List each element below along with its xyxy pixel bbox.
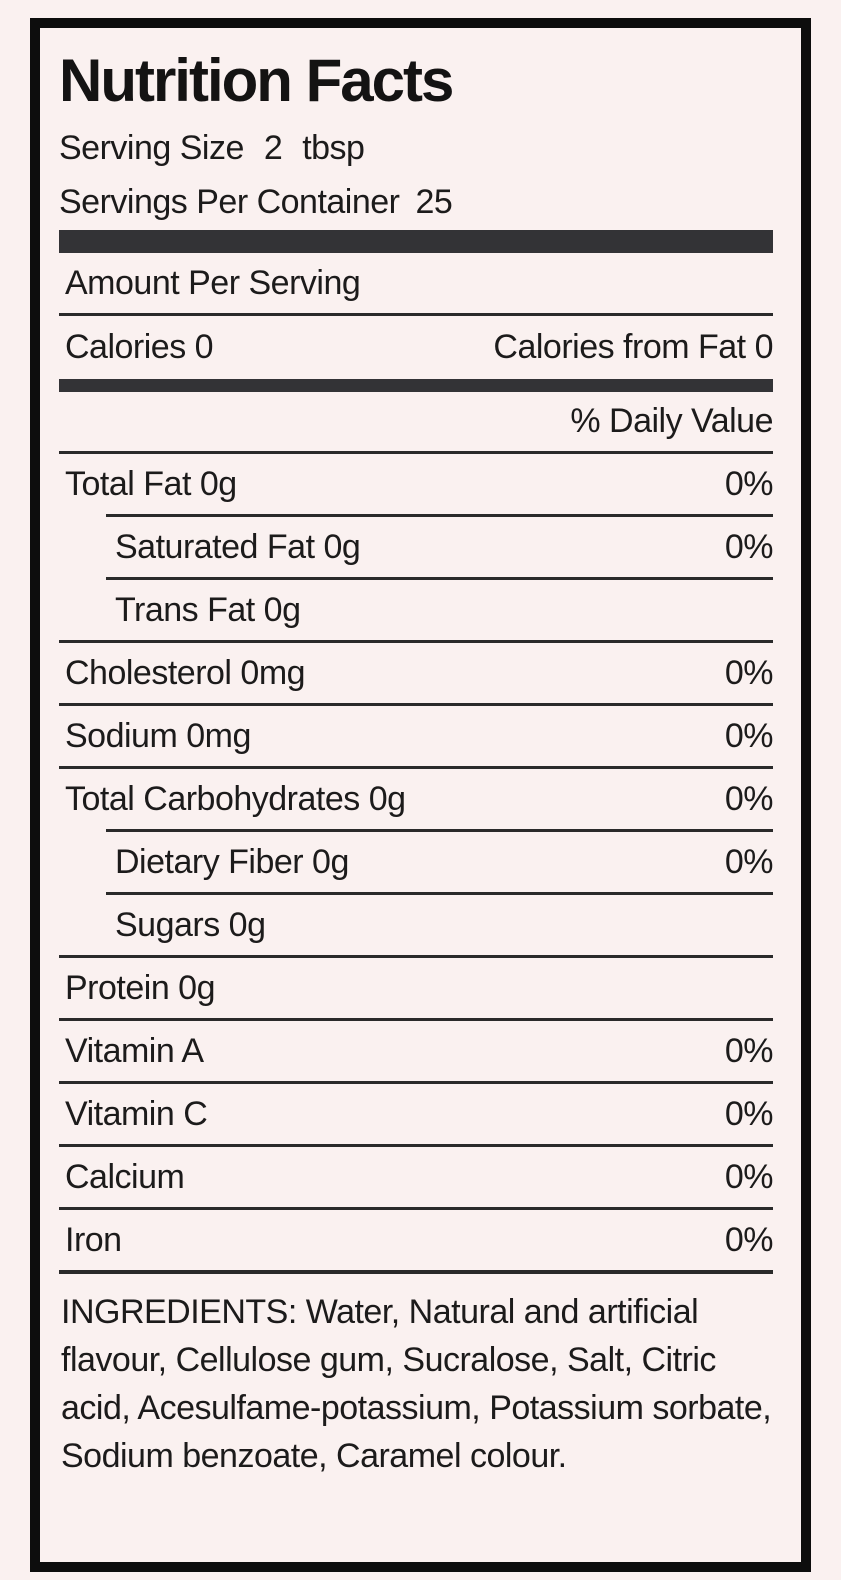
nutrient-row: Protein 0g <box>59 955 773 1018</box>
calories-from-fat-value: 0 <box>754 328 774 366</box>
daily-value-header: % Daily Value <box>570 402 773 440</box>
nutrient-label: Sodium 0mg <box>65 717 251 755</box>
nutrient-row: Dietary Fiber 0g 0% <box>106 829 774 892</box>
nutrient-row: Sugars 0g <box>106 892 773 955</box>
nutrient-rows: Total Fat 0g 0% Saturated Fat 0g 0% Tran… <box>59 451 774 1274</box>
serving-size-line: Serving Size 2 tbsp <box>59 128 773 168</box>
nutrition-label: Nutrition Facts Serving Size 2 tbsp Serv… <box>30 18 811 1572</box>
nutrient-row: Vitamin C 0% <box>59 1081 774 1144</box>
nutrient-value: 0% <box>724 654 774 692</box>
calories-label: Calories <box>65 328 186 366</box>
nutrient-label: Total Carbohydrates 0g <box>65 780 406 818</box>
nutrient-value: 0% <box>724 717 774 755</box>
nutrient-value: 0% <box>724 528 774 566</box>
nutrient-label: Vitamin C <box>65 1095 208 1133</box>
nutrient-label: Saturated Fat 0g <box>115 528 361 566</box>
serving-size-unit: tbsp <box>302 129 365 167</box>
nutrient-label: Vitamin A <box>65 1032 204 1070</box>
nutrient-value: 0% <box>724 1158 774 1196</box>
nutrient-label: Dietary Fiber 0g <box>115 843 349 881</box>
nutrient-label: Trans Fat 0g <box>115 591 301 629</box>
serving-size-label: Serving Size <box>59 129 244 167</box>
nutrient-row: Iron 0% <box>59 1207 774 1274</box>
nutrient-value: 0% <box>724 1095 774 1133</box>
nutrient-row: Total Fat 0g 0% <box>59 451 774 514</box>
nutrient-row: Sodium 0mg 0% <box>59 703 774 766</box>
thick-divider-mid <box>59 379 773 392</box>
calories-from-fat-label: Calories from Fat <box>493 328 746 366</box>
nutrient-label: Calcium <box>65 1158 185 1196</box>
calories-row: Calories 0 Calories from Fat 0 <box>59 316 774 379</box>
label-title: Nutrition Facts <box>59 47 454 114</box>
servings-per-container-value: 25 <box>415 183 453 221</box>
nutrient-row: Calcium 0% <box>59 1144 774 1207</box>
calories-value: 0 <box>194 328 214 366</box>
calories: Calories 0 <box>65 316 214 379</box>
nutrient-label: Iron <box>65 1221 122 1259</box>
nutrient-value: 0% <box>724 1221 774 1259</box>
nutrient-label: Total Fat 0g <box>65 465 237 503</box>
nutrient-label: Cholesterol 0mg <box>65 654 306 692</box>
nutrient-value: 0% <box>724 843 774 881</box>
servings-per-container-line: Servings Per Container 25 <box>59 182 773 222</box>
nutrient-value: 0% <box>724 465 774 503</box>
nutrient-row: Total Carbohydrates 0g 0% <box>59 766 774 829</box>
thick-divider-top <box>59 230 773 253</box>
ingredients-text: INGREDIENTS: Water, Natural and artifici… <box>61 1293 772 1475</box>
servings-per-container-label: Servings Per Container <box>59 183 400 221</box>
nutrient-row: Saturated Fat 0g 0% <box>106 514 774 577</box>
amount-per-serving-header: Amount Per Serving <box>59 253 773 316</box>
nutrient-value: 0% <box>724 1032 774 1070</box>
serving-size-amount: 2 <box>263 129 283 167</box>
calories-from-fat: Calories from Fat 0 <box>493 316 773 379</box>
nutrient-label: Sugars 0g <box>115 906 266 944</box>
nutrient-value: 0% <box>724 780 774 818</box>
nutrient-row: Trans Fat 0g <box>106 577 773 640</box>
nutrient-row: Vitamin A 0% <box>59 1018 774 1081</box>
nutrient-label: Protein 0g <box>65 969 216 1007</box>
nutrient-row: Cholesterol 0mg 0% <box>59 640 774 703</box>
